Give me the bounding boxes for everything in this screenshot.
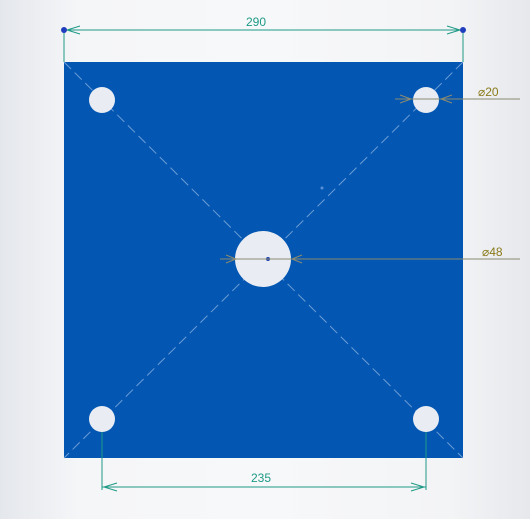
small-hole-diameter-label[interactable]: ⌀20 — [478, 85, 499, 99]
center-hole-diameter-label[interactable]: ⌀48 — [482, 245, 503, 259]
center-hole-arrow-right — [290, 254, 303, 264]
spacing-arrowhead-right — [410, 482, 426, 492]
endpoint-left[interactable] — [61, 27, 67, 33]
construction-lines — [63, 61, 464, 459]
small-hole-arrow-right — [439, 94, 453, 104]
hole-bottom-right[interactable] — [413, 406, 439, 432]
stray-point[interactable] — [320, 186, 324, 190]
center-hole-arrow-left — [225, 254, 238, 264]
hole-spacing-label[interactable]: 235 — [251, 471, 271, 485]
small-hole-arrow-left — [399, 94, 413, 104]
spacing-arrowhead-left — [102, 482, 118, 492]
endpoint-right[interactable] — [460, 27, 466, 33]
center-hole-diameter-callout[interactable] — [220, 254, 520, 264]
overall-width-label[interactable]: 290 — [246, 15, 266, 29]
diagonal-line-1 — [63, 61, 464, 459]
hole-spacing-dimension[interactable] — [101, 432, 427, 492]
overall-width-dimension[interactable] — [63, 25, 464, 62]
diagonal-line-2 — [63, 61, 464, 459]
hole-top-left[interactable] — [89, 87, 115, 113]
hole-top-right[interactable] — [413, 87, 439, 113]
small-hole-diameter-callout[interactable] — [395, 94, 520, 104]
hole-bottom-left[interactable] — [89, 406, 115, 432]
